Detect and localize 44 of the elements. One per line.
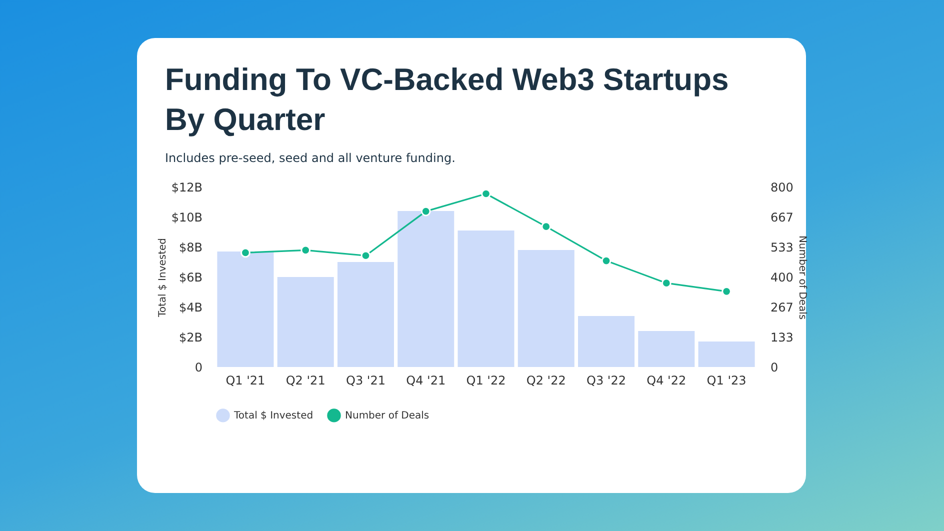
point	[481, 188, 491, 199]
point	[240, 248, 250, 258]
bar	[518, 250, 574, 367]
x-tick-label: Q1 '21	[226, 374, 266, 388]
y-tick-label: $8B	[178, 240, 202, 254]
y-tick-label: $12B	[171, 180, 202, 194]
y2-tick-label: 133	[770, 330, 794, 345]
y2-tick-label: 533	[770, 240, 794, 255]
y2-tick-label: 667	[770, 210, 794, 224]
bar	[337, 262, 394, 367]
bar	[217, 252, 274, 367]
y-tick-label: $2B	[178, 330, 202, 344]
y2-tick-label: 800	[770, 180, 794, 194]
x-tick-label: Q4 '21	[406, 374, 446, 388]
bar	[458, 230, 514, 367]
point	[661, 278, 672, 288]
x-tick-label: Q1 '23	[706, 374, 746, 388]
bar	[398, 211, 454, 367]
legend-label: Total $ Invested	[233, 410, 314, 422]
y-axis-title: Total $ Invested	[157, 238, 168, 318]
bar	[277, 277, 334, 367]
chart-title: Funding To VC-Backed Web3 Startups By Quarter	[165, 61, 730, 139]
bar	[638, 331, 695, 367]
point	[300, 245, 311, 256]
x-tick-label: Q2 '21	[286, 374, 326, 388]
y-tick-label: 0	[194, 360, 202, 374]
legend-label: Number of Deals	[345, 410, 430, 422]
x-tick-label: Q2 '22	[526, 374, 566, 388]
x-tick-label: Q1 '22	[466, 374, 506, 388]
y-tick-label: $10B	[171, 210, 202, 224]
bar	[698, 342, 755, 367]
x-tick-label: Q3 '22	[586, 374, 626, 388]
y-tick-label: $4B	[178, 300, 202, 314]
x-tick-label: Q4 '22	[646, 374, 686, 388]
y2-axis-title: Number of Deals	[796, 235, 808, 320]
y-tick-label: $6B	[178, 270, 202, 284]
x-tick-label: Q3 '21	[346, 374, 386, 388]
y2-tick-label: 0	[770, 360, 778, 374]
chart-subtitle: Includes pre-seed, seed and all venture funding.	[165, 151, 456, 165]
point	[420, 206, 431, 216]
y2-tick-label: 267	[770, 300, 794, 314]
bar	[578, 316, 635, 367]
y2-tick-label: 400	[770, 270, 794, 284]
point	[601, 256, 612, 266]
